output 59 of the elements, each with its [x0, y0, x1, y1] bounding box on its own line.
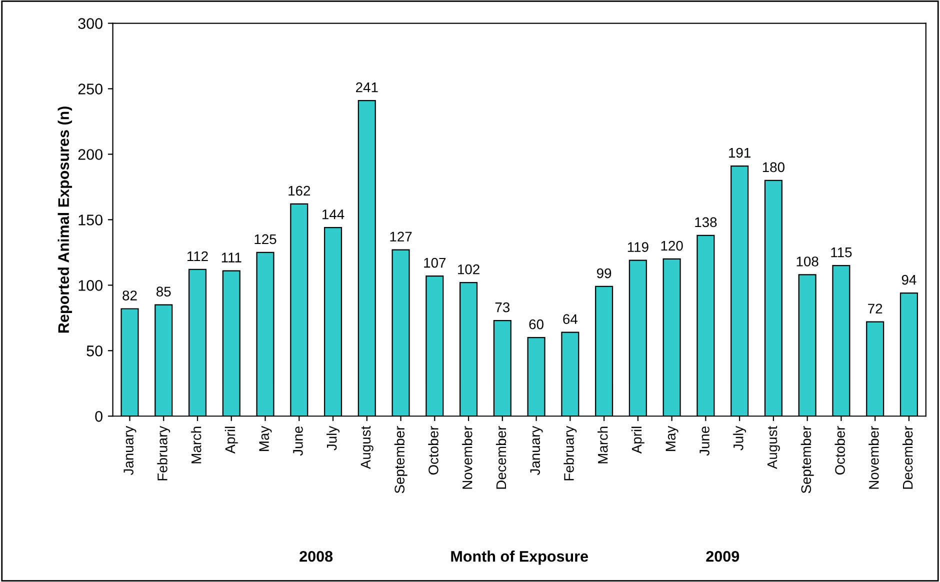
x-tick-label: June: [700, 426, 710, 456]
y-tick-label: 100: [78, 280, 102, 291]
data-label: 119: [628, 242, 648, 252]
data-label: 191: [729, 148, 750, 158]
x-tick-label: June: [293, 426, 303, 456]
text: 2008: [300, 550, 333, 562]
x-tick-label: November: [868, 426, 879, 489]
data-label: 111: [222, 252, 242, 262]
data-label: 108: [796, 256, 818, 266]
y-tick-label: 50: [86, 346, 102, 356]
data-label: 72: [868, 304, 882, 314]
data-label: 127: [390, 232, 412, 242]
x-tick-label: December: [902, 426, 913, 489]
data-label: 125: [254, 234, 276, 244]
x-tick-label: November: [462, 426, 472, 489]
data-label: 241: [356, 82, 378, 92]
data-label: 120: [661, 240, 683, 251]
data-label: 102: [458, 264, 480, 274]
y-tick-label: 0: [95, 411, 102, 422]
y-axis-title: Reported Animal Exposures (n): [58, 106, 72, 333]
x-tick-label: May: [259, 426, 272, 451]
x-tick-label: January: [124, 426, 136, 476]
y-tick-label: 250: [78, 84, 102, 94]
x-tick-label: April: [224, 426, 238, 454]
data-label: 85: [156, 286, 171, 297]
x-tick-label: February: [157, 426, 170, 480]
data-label: 138: [695, 217, 717, 228]
data-label: 162: [288, 186, 310, 196]
x-tick-label: January: [530, 426, 543, 476]
data-label: 64: [563, 314, 578, 324]
data-label: 94: [902, 274, 916, 285]
x-tick-label: August: [767, 426, 780, 470]
x-tick-label: March: [191, 426, 202, 464]
x-tick-label: May: [666, 426, 678, 451]
x-tick-label: October: [428, 426, 438, 475]
x-tick-label: March: [598, 426, 608, 464]
data-label: 144: [322, 210, 344, 220]
text: 2009: [706, 550, 740, 562]
y-tick-label: 150: [78, 214, 102, 226]
x-axis-title: Month of Exposure: [451, 550, 588, 565]
x-tick-label: April: [631, 426, 644, 454]
data-label: 115: [831, 248, 852, 258]
x-tick-label: September: [800, 426, 814, 494]
data-label: 60: [529, 319, 544, 330]
data-label: 107: [424, 258, 446, 268]
data-label: 112: [187, 251, 208, 262]
x-tick-label: October: [834, 426, 845, 475]
x-tick-label: February: [564, 426, 577, 480]
y-tick-label: 300: [78, 18, 102, 29]
data-label: 99: [596, 268, 612, 278]
x-tick-label: December: [496, 426, 506, 489]
data-label: 73: [495, 302, 510, 312]
x-tick-label: August: [360, 426, 374, 470]
x-tick-label: July: [326, 426, 340, 450]
data-label: 180: [762, 162, 784, 172]
y-tick-label: 200: [78, 149, 102, 160]
x-tick-label: September: [394, 426, 408, 494]
x-tick-label: July: [733, 426, 746, 450]
data-label: 82: [122, 290, 137, 300]
